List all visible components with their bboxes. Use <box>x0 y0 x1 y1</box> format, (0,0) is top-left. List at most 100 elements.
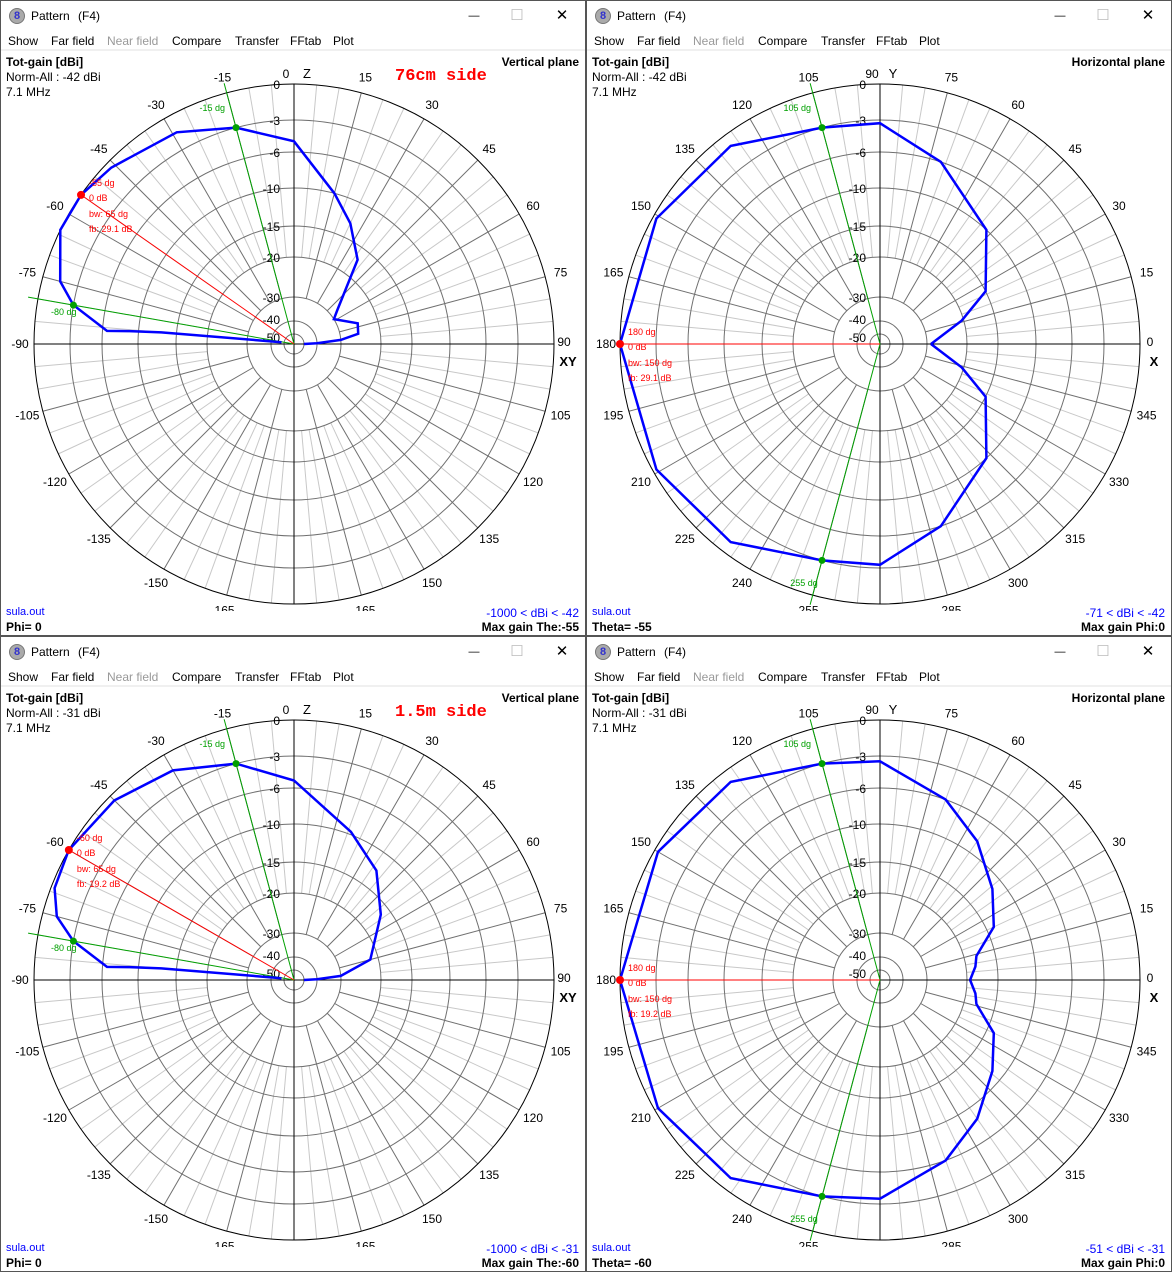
grid-spoke <box>380 351 554 368</box>
menu-plot[interactable]: Plot <box>333 34 354 48</box>
menu-transfer[interactable]: Transfer <box>235 670 280 684</box>
menu-far-field[interactable]: Far field <box>637 34 681 48</box>
db-ring-label: -30 <box>263 291 281 305</box>
maximize-button[interactable]: ☐ <box>1096 643 1110 660</box>
max-gain-annotation: -60 dg <box>77 833 103 843</box>
maximize-button[interactable]: ☐ <box>510 643 524 660</box>
close-button[interactable]: ✕ <box>1141 7 1155 24</box>
grid-spoke <box>695 159 848 312</box>
db-ring-label: -15 <box>263 220 281 234</box>
menu-show[interactable]: Show <box>594 34 625 48</box>
minimize-button[interactable]: — <box>468 646 480 658</box>
angle-label: -30 <box>147 734 165 748</box>
menu-show[interactable]: Show <box>594 670 625 684</box>
grid-spoke <box>94 176 228 289</box>
beamwidth-marker <box>69 301 77 309</box>
grid-spoke <box>920 1003 1106 1111</box>
menu-fftab[interactable]: FFtab <box>290 670 322 684</box>
angle-label: -75 <box>19 266 37 280</box>
grid-spoke <box>856 430 873 604</box>
grid-spoke <box>903 118 1011 304</box>
grid-spoke <box>635 373 799 434</box>
menu-show[interactable]: Show <box>8 34 39 48</box>
db-ring-label: 0 <box>273 78 280 92</box>
menu-compare[interactable]: Compare <box>172 670 222 684</box>
menu-near-field[interactable]: Near field <box>107 670 159 684</box>
menu-transfer[interactable]: Transfer <box>821 34 866 48</box>
angle-label: 255 <box>799 1240 819 1247</box>
menu-far-field[interactable]: Far field <box>637 670 681 684</box>
angle-label: 345 <box>1137 1044 1157 1058</box>
grid-spoke <box>270 1066 287 1240</box>
menu-plot[interactable]: Plot <box>333 670 354 684</box>
db-ring-label: -20 <box>263 887 281 901</box>
axis-top-label: Y <box>889 66 898 81</box>
maximize-button[interactable]: ☐ <box>510 7 524 24</box>
menu-near-field[interactable]: Near field <box>693 670 745 684</box>
grid-spoke <box>126 1046 239 1180</box>
grid-spoke <box>49 890 213 951</box>
minimize-button[interactable]: — <box>1054 646 1066 658</box>
axis-side-label: XY <box>559 990 577 1005</box>
angle-label: 345 <box>1137 408 1157 422</box>
menu-compare[interactable]: Compare <box>758 34 808 48</box>
db-ring-label: -10 <box>849 182 867 196</box>
grid-spoke <box>163 1020 271 1206</box>
close-button[interactable]: ✕ <box>555 643 569 660</box>
beamwidth-label: 105 dg <box>783 103 811 113</box>
db-ring-label: -30 <box>849 291 867 305</box>
minimize-button[interactable]: — <box>1054 10 1066 22</box>
window-hotkey: (F4) <box>78 645 100 659</box>
grid-spoke <box>49 373 213 434</box>
menu-bar: Show Far field Near field Compare Transfer FF… <box>587 31 1171 51</box>
grid-spoke <box>126 780 239 914</box>
close-button[interactable]: ✕ <box>555 7 569 24</box>
maximize-button[interactable]: ☐ <box>1096 7 1110 24</box>
beamwidth-marker <box>818 124 826 132</box>
grid-spoke <box>749 384 857 570</box>
angle-label: 135 <box>675 778 695 792</box>
grid-spoke <box>323 1061 384 1225</box>
beamwidth-label: -80 dg <box>51 307 77 317</box>
max-gain-annotation: 180 dg <box>628 327 656 337</box>
menu-far-field[interactable]: Far field <box>51 670 95 684</box>
db-ring-label: 0 <box>859 78 866 92</box>
grid-spoke <box>916 744 991 902</box>
menu-near-field[interactable]: Near field <box>693 34 745 48</box>
grid-spoke <box>372 869 530 944</box>
menu-near-field[interactable]: Near field <box>107 34 159 48</box>
menu-compare[interactable]: Compare <box>758 670 808 684</box>
grid-spoke <box>623 994 795 1026</box>
db-ring-label: -10 <box>263 818 281 832</box>
angle-label: 255 <box>799 604 819 611</box>
minimize-button[interactable]: — <box>468 10 480 22</box>
range-label: -71 < dBi < -42 <box>1085 606 1165 620</box>
title-bar: 8 Pattern (F4) — ☐ ✕ <box>1 637 585 667</box>
angle-label: 150 <box>631 835 651 849</box>
menu-transfer[interactable]: Transfer <box>235 34 280 48</box>
grid-spoke <box>654 213 840 321</box>
grid-spoke <box>856 720 873 894</box>
angle-label: 300 <box>1008 1212 1028 1226</box>
menu-fftab[interactable]: FFtab <box>876 670 908 684</box>
menu-fftab[interactable]: FFtab <box>290 34 322 48</box>
menu-fftab[interactable]: FFtab <box>876 34 908 48</box>
angle-label: 30 <box>1112 835 1126 849</box>
pattern-window: 8 Pattern (F4) — ☐ ✕ Show Far field Near field Co… <box>586 0 1172 636</box>
close-button[interactable]: ✕ <box>1141 643 1155 660</box>
menu-far-field[interactable]: Far field <box>51 34 95 48</box>
menu-plot[interactable]: Plot <box>919 34 940 48</box>
grid-spoke <box>623 358 795 390</box>
menu-show[interactable]: Show <box>8 670 39 684</box>
file-label: sula.out <box>6 606 45 618</box>
beamwidth-marker <box>232 760 240 768</box>
menu-plot[interactable]: Plot <box>919 670 940 684</box>
menu-compare[interactable]: Compare <box>172 34 222 48</box>
grid-spoke <box>712 780 825 914</box>
angle-label: 105 <box>551 408 571 422</box>
grid-spoke <box>635 1009 799 1070</box>
max-gain-line <box>68 849 295 981</box>
title-bar: 8 Pattern (F4) — ☐ ✕ <box>587 637 1171 667</box>
angle-label: 75 <box>554 902 568 916</box>
menu-transfer[interactable]: Transfer <box>821 670 866 684</box>
